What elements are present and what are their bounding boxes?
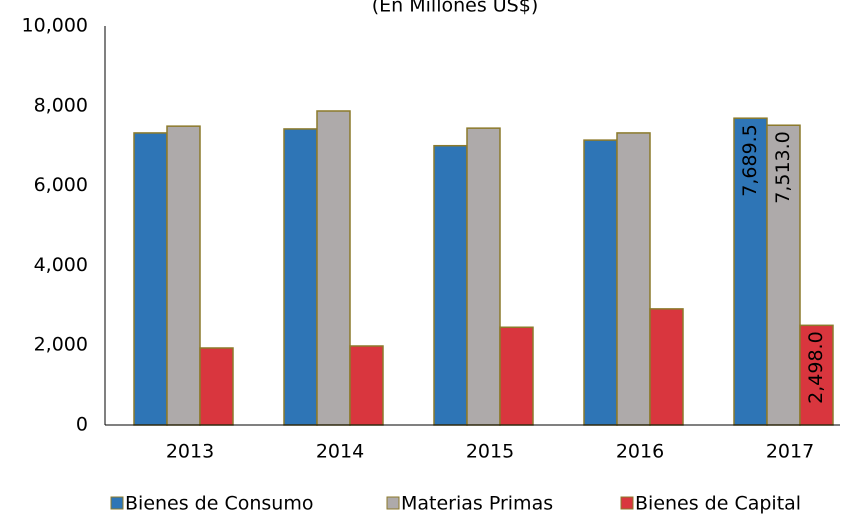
chart-subtitle: (En Millones US$): [372, 0, 539, 17]
x-tick-label: 2014: [316, 441, 364, 463]
legend-label: Bienes de Consumo: [125, 493, 313, 515]
bar: [766, 124, 801, 426]
x-tick-label: 2015: [466, 441, 514, 463]
data-label: 2,498.0: [805, 331, 827, 404]
bar: [283, 128, 318, 426]
legend-swatch: [110, 496, 124, 510]
bar: [349, 345, 384, 426]
bar: [133, 132, 168, 426]
bar: [166, 125, 201, 426]
bar: [499, 326, 534, 426]
bar: [433, 144, 468, 426]
legend-label: Materias Primas: [401, 493, 553, 515]
bar: [616, 132, 651, 426]
bar: [649, 308, 684, 426]
y-tick-label: 2,000: [34, 334, 88, 356]
y-tick-label: 6,000: [34, 174, 88, 196]
y-tick-label: 4,000: [34, 254, 88, 276]
y-tick-label: 0: [76, 414, 88, 436]
x-tick-label: 2017: [766, 441, 814, 463]
data-label: 7,513.0: [772, 131, 794, 204]
y-tick-label: 8,000: [34, 94, 88, 116]
x-tick-label: 2016: [616, 441, 664, 463]
bar: [316, 110, 351, 426]
legend-swatch: [386, 496, 400, 510]
bar: [466, 127, 501, 426]
x-tick-label: 2013: [166, 441, 214, 463]
bar: [199, 347, 234, 426]
legend-label: Bienes de Capital: [635, 493, 801, 515]
data-label: 7,689.5: [739, 124, 761, 197]
bar: [583, 139, 618, 426]
legend-swatch: [620, 496, 634, 510]
y-tick-label: 10,000: [22, 15, 88, 37]
